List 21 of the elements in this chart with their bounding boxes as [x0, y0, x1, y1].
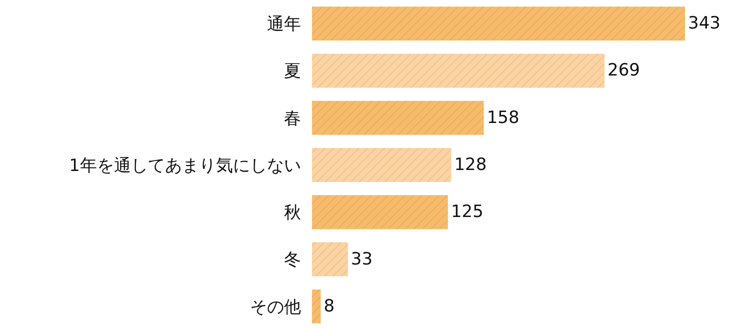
y-tick-label: 夏: [284, 62, 301, 82]
bar: [312, 54, 605, 88]
data-label: 128: [454, 155, 487, 175]
y-tick-label: その他: [250, 297, 301, 318]
bar: [312, 242, 348, 276]
bar: [312, 148, 452, 182]
data-label: 343: [688, 14, 720, 34]
data-label: 269: [608, 60, 640, 81]
data-label: 33: [350, 249, 373, 270]
y-tick-label: 通年: [267, 14, 301, 35]
y-tick-label: 春: [284, 108, 301, 129]
data-label: 125: [450, 202, 484, 222]
bar: [312, 195, 448, 230]
data-label: 8: [324, 296, 335, 316]
y-tick-label: 1年を通してあまり気にしない: [69, 156, 301, 176]
bar: [312, 100, 484, 135]
bar: [312, 6, 685, 41]
bar: [312, 289, 321, 324]
y-tick-label: 冬: [284, 250, 301, 270]
data-label: 158: [486, 108, 520, 128]
y-tick-label: 秋: [284, 203, 301, 224]
